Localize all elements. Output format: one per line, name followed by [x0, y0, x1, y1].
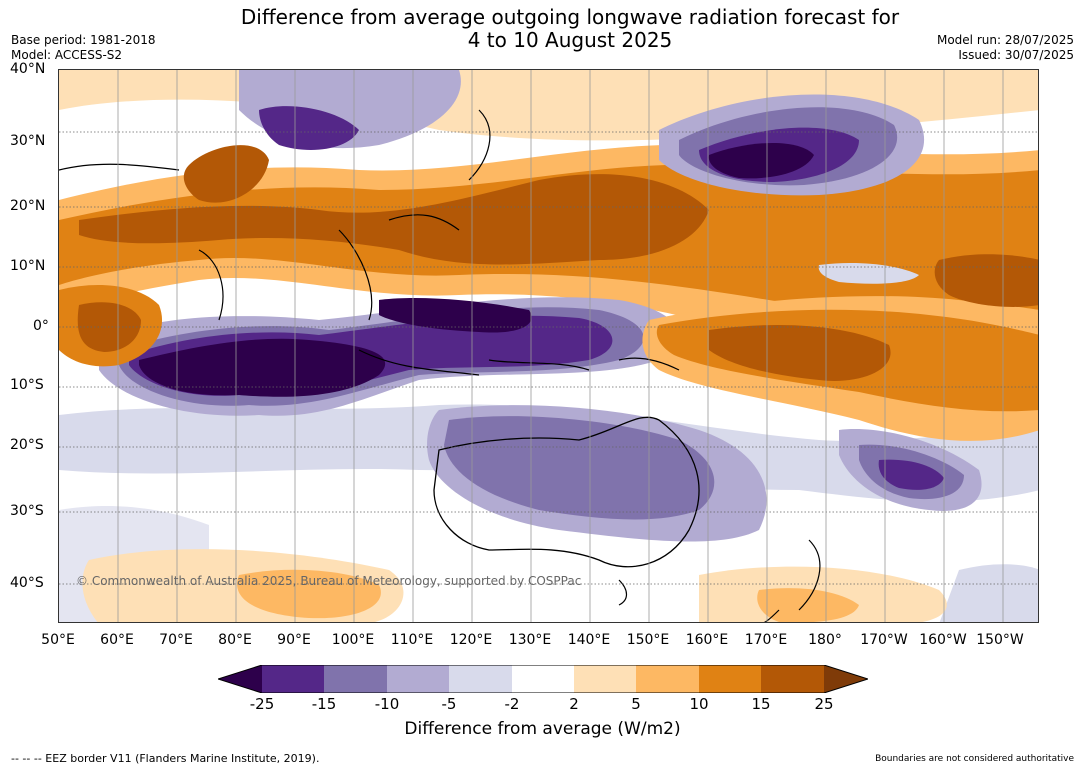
- lat-label-10s: 10°S: [10, 377, 44, 393]
- colorbar-segment: [387, 665, 449, 693]
- colorbar-label: Difference from average (W/m2): [404, 719, 681, 739]
- lon-label-110e: 110°E: [390, 632, 434, 648]
- title-line-1: Difference from average outgoing longwav…: [240, 5, 900, 29]
- lon-label-50e: 50°E: [41, 632, 75, 648]
- colorbar-segment: [449, 665, 512, 693]
- lat-label-20n: 20°N: [10, 198, 46, 214]
- lon-label-70e: 70°E: [159, 632, 193, 648]
- title-line-2: 4 to 10 August 2025: [467, 28, 673, 52]
- lon-label-60e: 60°E: [100, 632, 134, 648]
- lon-label-90e: 90°E: [277, 632, 311, 648]
- colorbar-segment: [699, 665, 761, 693]
- lat-label-10n: 10°N: [10, 258, 46, 274]
- colorbar-tick: 5: [631, 695, 641, 713]
- colorbar-segment-above-max: [824, 665, 868, 693]
- colorbar-segment: [262, 665, 324, 693]
- colorbar-tick: -25: [249, 695, 275, 713]
- colorbar-tick: 10: [689, 695, 709, 713]
- colorbar-tick: -15: [311, 695, 337, 713]
- lon-label-170e: 170°E: [744, 632, 788, 648]
- lon-label-160e: 160°E: [685, 632, 729, 648]
- model-name: Model: ACCESS-S2: [11, 48, 123, 62]
- colorbar-tick: 25: [814, 695, 834, 713]
- issued-date: Issued: 30/07/2025: [958, 48, 1074, 62]
- colorbar-tick: -5: [441, 695, 457, 713]
- lon-label-80e: 80°E: [218, 632, 252, 648]
- lon-label-120e: 120°E: [449, 632, 493, 648]
- colorbar-segment: [512, 665, 574, 693]
- meta-left: Base period: 1981-2018 Model: ACCESS-S2: [11, 33, 156, 63]
- boundaries-disclaimer: Boundaries are not considered authoritat…: [875, 754, 1074, 764]
- lon-label-140e: 140°E: [567, 632, 611, 648]
- lon-label-130e: 130°E: [508, 632, 552, 648]
- lat-label-30s: 30°S: [10, 503, 44, 519]
- lat-label-0: 0°: [33, 318, 49, 334]
- lon-label-100e: 100°E: [331, 632, 375, 648]
- lon-label-170w: 170°W: [860, 632, 908, 648]
- lon-label-150w: 150°W: [976, 632, 1024, 648]
- map-svg: [59, 70, 1038, 622]
- lon-label-180: 180°: [808, 632, 842, 648]
- colorbar-segment: [636, 665, 699, 693]
- colorbar-tick: -2: [504, 695, 520, 713]
- colorbar-tick: -10: [374, 695, 400, 713]
- colorbar-tick: 15: [751, 695, 771, 713]
- colorbar: [218, 665, 868, 693]
- lat-label-20s: 20°S: [10, 437, 44, 453]
- colorbar-tick: 2: [569, 695, 579, 713]
- olr-anomaly-map: [58, 69, 1039, 623]
- colorbar-segment: [761, 665, 824, 693]
- model-run: Model run: 28/07/2025: [936, 33, 1074, 47]
- colorbar-segment: [574, 665, 636, 693]
- copyright-notice: © Commonwealth of Australia 2025, Bureau…: [76, 574, 582, 588]
- meta-right: Model run: 28/07/2025 Issued: 30/07/2025: [937, 33, 1074, 63]
- colorbar-segment-below-min: [218, 665, 262, 693]
- base-period: Base period: 1981-2018: [11, 33, 156, 47]
- lon-label-150e: 150°E: [626, 632, 670, 648]
- lat-label-40n: 40°N: [10, 61, 46, 77]
- eez-border-note: -- -- -- EEZ border V11 (Flanders Marine…: [11, 752, 320, 765]
- lat-label-40s: 40°S: [10, 575, 44, 591]
- lon-label-160w: 160°W: [919, 632, 967, 648]
- colorbar-segment: [324, 665, 387, 693]
- lat-label-30n: 30°N: [10, 133, 46, 149]
